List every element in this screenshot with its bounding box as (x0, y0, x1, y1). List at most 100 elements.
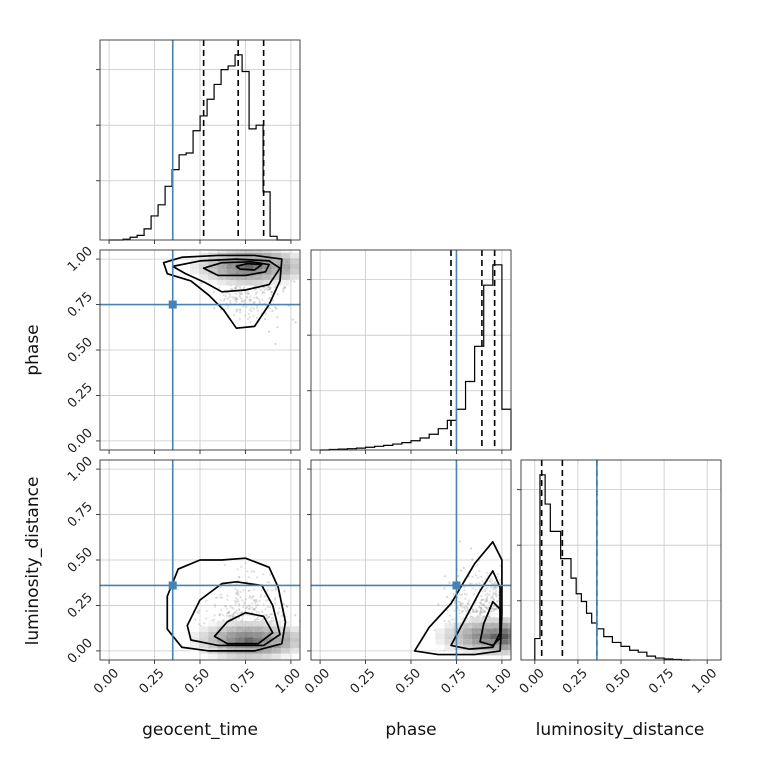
joint-geocent_time-phase-sample (252, 307, 256, 310)
joint-phase-luminosity_distance-sample (450, 618, 454, 621)
joint-geocent_time-phase-sample (252, 296, 255, 299)
joint-geocent_time-luminosity_distance-sample (196, 611, 199, 614)
joint-geocent_time-phase-sample (266, 288, 269, 291)
joint-phase-luminosity_distance-sample (475, 608, 478, 611)
joint-geocent_time-luminosity_distance-density-cell (199, 631, 209, 638)
joint-geocent_time-phase-sample (238, 291, 241, 295)
joint-phase-luminosity_distance-sample (473, 610, 476, 613)
joint-geocent_time-phase-sample (270, 293, 273, 296)
joint-geocent_time-phase-density-cell (217, 269, 227, 275)
joint-phase-luminosity_distance-sample (495, 595, 498, 598)
joint-geocent_time-phase-sample (227, 291, 230, 294)
joint-geocent_time-luminosity_distance-sample (229, 614, 232, 617)
joint-geocent_time-phase-density-cell (208, 250, 218, 253)
joint-geocent_time-phase-density-cell (262, 250, 272, 253)
joint-phase-luminosity_distance-density-cell (545, 634, 554, 639)
joint-geocent_time-phase-sample (240, 297, 243, 300)
joint-geocent_time-luminosity_distance-density-cell (262, 626, 272, 632)
joint-geocent_time-luminosity_distance-xtick-label: 0.50 (182, 666, 213, 697)
joint-geocent_time-phase-sample (239, 308, 242, 311)
joint-phase-luminosity_distance-sample (475, 582, 478, 585)
joint-geocent_time-luminosity_distance-density-cell (190, 626, 200, 632)
joint-geocent_time-phase-sample (239, 296, 242, 299)
joint-geocent_time-phase-sample (238, 284, 241, 288)
joint-geocent_time-phase-sample (234, 299, 237, 302)
joint-geocent_time-phase-density-cell (244, 250, 254, 253)
joint-phase-luminosity_distance-sample (491, 579, 494, 583)
joint-geocent_time-phase-density-cell (262, 274, 272, 280)
joint-phase-luminosity_distance-sample (461, 605, 464, 609)
joint-phase-luminosity_distance-sample (476, 609, 479, 613)
joint-geocent_time-phase-sample (271, 309, 274, 313)
joint-phase-luminosity_distance-density-cell (508, 644, 511, 650)
joint-phase-luminosity_distance-sample (480, 606, 483, 609)
joint-geocent_time-luminosity_distance-sample (241, 618, 244, 621)
joint-geocent_time-phase-density-cell (271, 280, 281, 286)
joint-geocent_time-luminosity_distance-sample (256, 618, 260, 621)
joint-geocent_time-luminosity_distance-sample (243, 601, 246, 604)
hist-luminosity_distance-steps (534, 474, 690, 661)
joint-geocent_time-phase-density-cell (271, 274, 281, 280)
joint-phase-luminosity_distance-density-cell (481, 628, 491, 634)
joint-geocent_time-luminosity_distance-sample (265, 599, 268, 602)
joint-phase-luminosity_distance-sample (481, 611, 484, 614)
joint-geocent_time-phase-density-cell (199, 263, 209, 270)
joint-geocent_time-luminosity_distance-density-cell (208, 637, 218, 643)
joint-geocent_time-phase-density-cell (271, 258, 281, 264)
joint-phase-luminosity_distance-sample (490, 582, 493, 585)
joint-geocent_time-luminosity_distance-sample (205, 609, 208, 613)
joint-geocent_time-phase-density-cell (271, 269, 281, 275)
joint-geocent_time-luminosity_distance-sample (231, 615, 235, 619)
joint-geocent_time-phase-density-cell (226, 258, 236, 264)
joint-geocent_time-phase-sample (249, 308, 252, 311)
joint-geocent_time-luminosity_distance-sample (236, 568, 239, 571)
joint-geocent_time-luminosity_distance-density-cell (208, 620, 218, 627)
joint-geocent_time-luminosity_distance-sample (248, 604, 251, 607)
joint-geocent_time-phase-sample (231, 296, 234, 299)
joint-geocent_time-luminosity_distance-sample (219, 613, 222, 616)
joint-geocent_time-luminosity_distance-sample (225, 607, 228, 610)
joint-phase-luminosity_distance-sample (483, 610, 486, 613)
joint-phase-luminosity_distance-sample (473, 592, 476, 596)
joint-geocent_time-luminosity_distance-sample (237, 594, 240, 597)
joint-geocent_time-luminosity_distance-sample (231, 614, 234, 617)
joint-phase-luminosity_distance-density-cell (508, 617, 511, 623)
joint-phase-luminosity_distance-sample (485, 607, 488, 610)
joint-phase-luminosity_distance-sample (494, 587, 497, 590)
joint-geocent_time-luminosity_distance-sample (251, 602, 254, 605)
joint-phase-luminosity_distance-sample (456, 606, 460, 609)
joint-phase-luminosity_distance-sample (460, 593, 463, 596)
joint-geocent_time-phase-sample (247, 292, 251, 296)
joint-geocent_time-luminosity_distance-density-cell (226, 637, 236, 643)
joint-geocent_time-luminosity_distance-sample (224, 605, 227, 608)
joint-geocent_time-luminosity_distance-sample (253, 609, 256, 612)
joint-geocent_time-luminosity_distance-density-cell (217, 653, 227, 660)
joint-geocent_time-luminosity_distance-sample (240, 565, 243, 569)
joint-geocent_time-luminosity_distance-density-cell (253, 631, 263, 638)
joint-phase-luminosity_distance-sample (494, 585, 497, 589)
joint-geocent_time-phase-sample (222, 299, 226, 302)
joint-geocent_time-phase-density-cell (299, 258, 300, 264)
joint-geocent_time-phase-ytick-label: 0.00 (65, 426, 96, 457)
hist-luminosity_distance-xtick-label: 0.25 (560, 666, 591, 697)
joint-geocent_time-phase-sample (254, 292, 258, 295)
joint-geocent_time-luminosity_distance-sample (267, 615, 270, 618)
joint-geocent_time-luminosity_distance-sample (251, 595, 254, 598)
joint-phase-luminosity_distance-sample (486, 599, 489, 603)
joint-geocent_time-luminosity_distance-sample (245, 606, 249, 609)
joint-phase-luminosity_distance-sample (465, 593, 468, 596)
joint-geocent_time-luminosity_distance-density-cell (299, 631, 300, 638)
joint-phase-luminosity_distance-sample (486, 607, 489, 610)
joint-geocent_time-luminosity_distance-sample (241, 615, 244, 618)
joint-phase-luminosity_distance-sample (485, 606, 488, 609)
joint-geocent_time-luminosity_distance-sample (244, 562, 247, 565)
joint-geocent_time-luminosity_distance-density-cell (235, 637, 245, 643)
joint-geocent_time-phase-sample (255, 287, 258, 291)
joint-phase-luminosity_distance-sample (480, 602, 483, 606)
joint-geocent_time-phase-sample (268, 288, 271, 291)
joint-phase-luminosity_distance-sample (465, 609, 468, 612)
joint-geocent_time-luminosity_distance-sample (225, 614, 228, 617)
joint-geocent_time-luminosity_distance-sample (251, 606, 254, 610)
joint-geocent_time-luminosity_distance-sample (270, 589, 274, 592)
joint-geocent_time-luminosity_distance-sample (252, 594, 255, 598)
